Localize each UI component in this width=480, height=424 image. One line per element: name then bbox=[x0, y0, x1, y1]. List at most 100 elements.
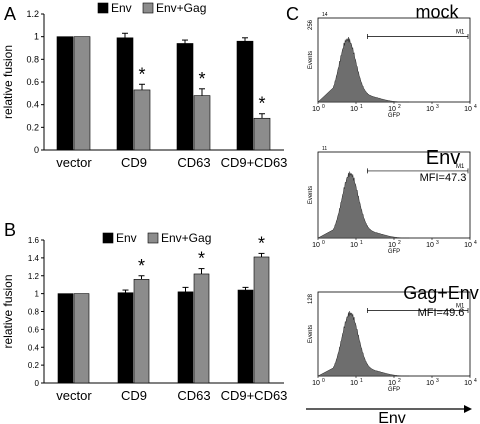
bar-env-gag-cd63 bbox=[193, 95, 211, 151]
y-tick-label: 1 bbox=[35, 290, 40, 299]
y-tick-label: 0.2 bbox=[28, 361, 40, 370]
bar-env-cd63 bbox=[176, 43, 194, 151]
significance-star: * bbox=[198, 249, 205, 269]
mfi-label: MFI=49.6 bbox=[418, 307, 465, 319]
legend-label-env-gag: Env+Gag bbox=[156, 1, 206, 15]
x-tick-exp: 2 bbox=[398, 104, 401, 110]
x-tick-label: 10 bbox=[350, 242, 358, 249]
x-tick-label: 10 bbox=[464, 106, 472, 113]
y-axis-label: relative fusion bbox=[1, 45, 15, 119]
x-axis-label: GFP bbox=[388, 113, 400, 119]
y-max-label: 128 bbox=[308, 293, 314, 304]
bar-env-gag-cd9 bbox=[133, 279, 150, 384]
legend: Env Env+Gag bbox=[97, 1, 206, 15]
gate-m1-label: M1 bbox=[456, 303, 465, 309]
x-tick-exp: 0 bbox=[322, 104, 325, 110]
x-tick-exp: 2 bbox=[398, 240, 401, 246]
bar-env-cd9-cd63 bbox=[236, 40, 254, 151]
x-tick-exp: 3 bbox=[436, 240, 439, 246]
bar-env-vector bbox=[57, 293, 74, 384]
significance-star: * bbox=[198, 69, 205, 89]
significance-star: * bbox=[138, 64, 145, 84]
y-tick-label: 0 bbox=[35, 379, 40, 388]
bar-env-gag-cd9-cd63 bbox=[253, 256, 270, 384]
histogram-title: Gag+Env bbox=[403, 283, 479, 303]
legend-swatch-env-gag bbox=[147, 232, 159, 244]
histogram-distribution bbox=[317, 171, 410, 239]
x-tick-exp: 1 bbox=[360, 240, 363, 246]
x-axis-label: GFP bbox=[388, 387, 400, 393]
y-tick-label: 1.4 bbox=[28, 254, 40, 263]
x-tick-exp: 3 bbox=[436, 104, 439, 110]
y-tick-label: 1.6 bbox=[28, 236, 40, 245]
x-tick-label: 10 bbox=[426, 380, 434, 387]
category-label: CD63 bbox=[177, 155, 210, 170]
x-tick-exp: 4 bbox=[474, 104, 477, 110]
legend: Env Env+Gag bbox=[102, 231, 211, 245]
x-axis-label: GFP bbox=[388, 249, 400, 255]
x-tick-label: 10 bbox=[464, 242, 472, 249]
bar-env-gag-cd63 bbox=[193, 273, 210, 384]
histogram-distribution bbox=[317, 311, 410, 377]
bar-env-gag-vector bbox=[73, 293, 90, 384]
y-max-exp: 11 bbox=[322, 146, 327, 152]
bar-env-cd9 bbox=[117, 292, 134, 384]
category-label: CD9 bbox=[121, 388, 147, 403]
x-tick-label: 10 bbox=[312, 106, 320, 113]
panel-label-b: B bbox=[4, 220, 16, 240]
category-label: CD9 bbox=[121, 155, 147, 170]
env-axis-label: Env bbox=[378, 410, 406, 424]
y-tick-label: 0 bbox=[34, 145, 39, 155]
histogram-title: mock bbox=[415, 2, 459, 22]
x-tick-exp: 1 bbox=[360, 378, 363, 384]
y-tick-label: 0.4 bbox=[28, 343, 40, 352]
y-max-label: 256 bbox=[308, 19, 314, 30]
bar-env-vector bbox=[56, 36, 74, 151]
x-tick-exp: 4 bbox=[474, 240, 477, 246]
y-tick-label: 0.4 bbox=[26, 100, 39, 110]
x-tick-exp: 0 bbox=[322, 378, 325, 384]
x-tick-label: 10 bbox=[312, 242, 320, 249]
x-tick-label: 10 bbox=[388, 242, 396, 249]
y-tick-label: 0.6 bbox=[28, 325, 40, 334]
y-axis-label: relative fusion bbox=[1, 274, 15, 348]
legend-swatch-env bbox=[102, 232, 114, 244]
bar-env-cd63 bbox=[177, 291, 194, 384]
bar-chart-b: 0 0.2 0.4 0.6 0.8 1 1.2 1.4 1.6 relative fusion ve… bbox=[1, 231, 287, 403]
significance-star: * bbox=[258, 94, 265, 114]
env-arrow-head bbox=[464, 405, 472, 413]
x-tick-label: 10 bbox=[388, 106, 396, 113]
env-axis-arrow: Env bbox=[306, 405, 472, 424]
panel-label-c: C bbox=[286, 4, 299, 24]
category-label: vector bbox=[56, 155, 92, 170]
y-tick-label: 0.8 bbox=[28, 308, 40, 317]
y-tick-label: 1.2 bbox=[28, 272, 40, 281]
x-tick-label: 10 bbox=[350, 380, 358, 387]
y-axis-label: Events bbox=[308, 325, 314, 343]
legend-swatch-env bbox=[97, 2, 109, 14]
y-tick-label: 1.2 bbox=[26, 9, 39, 19]
category-label: CD9+CD63 bbox=[221, 155, 288, 170]
x-tick-label: 10 bbox=[388, 380, 396, 387]
x-tick-label: 10 bbox=[426, 106, 434, 113]
mfi-label: MFI=47.3 bbox=[420, 172, 467, 184]
x-tick-label: 10 bbox=[312, 380, 320, 387]
significance-star: * bbox=[138, 256, 145, 276]
significance-star: * bbox=[258, 233, 265, 253]
legend-label-env: Env bbox=[116, 231, 137, 245]
y-axis-label: Events bbox=[308, 186, 314, 204]
legend-label-env: Env bbox=[111, 1, 132, 15]
y-max-exp: 14 bbox=[322, 12, 328, 18]
histogram-title: Env bbox=[426, 147, 460, 169]
panel-label-a: A bbox=[4, 4, 16, 24]
x-tick-label: 10 bbox=[350, 106, 358, 113]
x-tick-label: 10 bbox=[464, 380, 472, 387]
category-label: CD9+CD63 bbox=[221, 388, 288, 403]
bar-env-gag-cd9-cd63 bbox=[253, 117, 271, 151]
y-tick-label: 1 bbox=[34, 32, 39, 42]
category-label: vector bbox=[56, 388, 92, 403]
x-tick-exp: 1 bbox=[360, 104, 363, 110]
